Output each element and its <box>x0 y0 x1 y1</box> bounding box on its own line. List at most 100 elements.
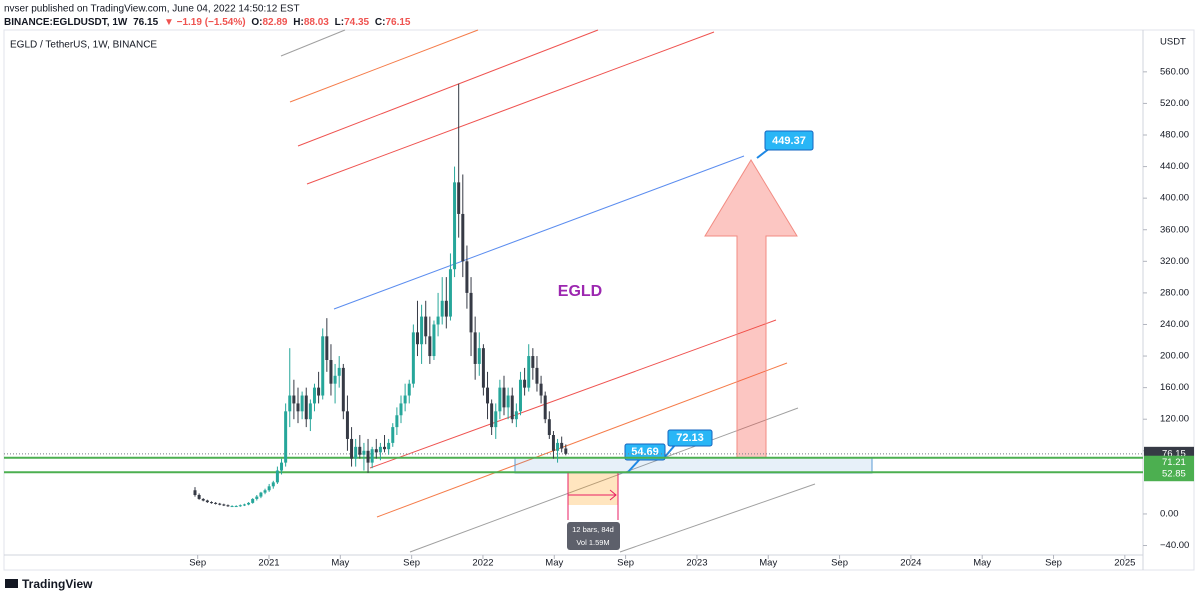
l-label: L: <box>335 17 344 28</box>
candle-body <box>300 395 304 412</box>
candle-body <box>374 449 378 453</box>
x-tick-label: Sep <box>617 558 634 569</box>
callout-pointer <box>663 444 676 459</box>
candle-body <box>193 490 197 495</box>
candle-body <box>341 367 345 412</box>
candle-body <box>333 375 337 384</box>
candle-body <box>436 316 440 325</box>
candle-body <box>551 435 555 451</box>
candle-body <box>510 395 514 420</box>
drawings: 12 bars, 84d Vol 1.59M EGLD 449.37 72.13… <box>280 29 873 553</box>
candle-body <box>560 442 564 449</box>
trend-line <box>409 407 799 553</box>
callout-text: 449.37 <box>772 135 806 147</box>
candle-body <box>440 300 444 317</box>
range-vol: Vol 1.59M <box>576 538 609 547</box>
last: 76.15 <box>133 17 158 28</box>
candle-body <box>457 182 461 214</box>
callout-pointer <box>627 458 641 473</box>
brand: TradingView <box>22 577 93 591</box>
y-tick-label: 0.00 <box>1160 508 1179 519</box>
candle-body <box>387 442 391 450</box>
candle-body <box>411 332 415 384</box>
y-tick-label: 480.00 <box>1160 130 1189 141</box>
y-tick-label: 160.00 <box>1160 382 1189 393</box>
candle-body <box>518 379 522 412</box>
trend-line <box>289 29 479 103</box>
candle-body <box>337 367 341 376</box>
candle-body <box>197 495 201 499</box>
candle-body <box>428 336 432 357</box>
candle-body <box>251 498 255 503</box>
candle-body <box>370 449 374 463</box>
callout <box>667 429 713 447</box>
candle-body <box>304 395 308 420</box>
callout <box>764 130 814 151</box>
candle-body <box>317 387 321 396</box>
candle-body <box>395 415 399 428</box>
candle-body <box>506 395 510 408</box>
candle-body <box>238 505 242 507</box>
candle-body <box>345 411 349 439</box>
candle-body <box>354 446 358 459</box>
candle-body <box>288 395 292 412</box>
x-tick-label: 2025 <box>1114 558 1135 569</box>
candle-body <box>424 316 428 337</box>
level-label: 71.21 <box>1162 457 1186 468</box>
range-label-box <box>567 522 620 550</box>
candle-body <box>209 502 213 504</box>
candle-body <box>255 496 259 499</box>
x-tick-label: 2024 <box>900 558 921 569</box>
candle-body <box>383 446 387 450</box>
pane-border <box>3 29 1195 571</box>
x-tick-label: Sep <box>831 558 848 569</box>
candle-body <box>362 450 366 455</box>
candle-body <box>564 448 568 454</box>
candle-body <box>296 403 300 412</box>
candle-body <box>321 336 325 396</box>
candle-body <box>502 387 506 408</box>
x-tick-label: May <box>973 558 991 569</box>
candle-body <box>481 348 485 388</box>
candle-body <box>247 502 251 505</box>
candle-body <box>308 403 312 420</box>
trend-line <box>333 155 745 310</box>
y-tick-label: 120.00 <box>1160 414 1189 425</box>
trend-line <box>297 29 599 147</box>
candle-body <box>230 506 234 508</box>
candle-body <box>226 505 230 507</box>
o-label: O: <box>251 17 262 28</box>
candle-body <box>259 492 263 497</box>
candle-body <box>378 446 382 453</box>
o: 82.89 <box>262 17 287 28</box>
candle-body <box>292 395 296 404</box>
chart-title: EGLD / TetherUS, 1W, BINANCE <box>10 40 157 51</box>
candle-body <box>312 387 316 404</box>
logo-mark <box>5 579 18 588</box>
candle-body <box>280 462 284 471</box>
zone-box <box>514 457 873 474</box>
level-tag <box>1144 467 1194 482</box>
symbol-line: BINANCE:EGLDUSDT, 1W 76.15 ▼ −1.19 (−1.5… <box>4 17 411 28</box>
x-tick-label: May <box>331 558 349 569</box>
candle-body <box>486 387 490 404</box>
candle-body <box>271 482 275 487</box>
candle-body <box>242 504 246 506</box>
y-tick-label: 440.00 <box>1160 161 1189 172</box>
candle-body <box>539 383 543 396</box>
candle-body <box>222 504 226 506</box>
target-arrow <box>704 159 798 459</box>
candle-body <box>477 348 481 364</box>
y-tick-label: 560.00 <box>1160 66 1189 77</box>
candle-body <box>473 332 477 364</box>
x-tick-label: May <box>545 558 563 569</box>
x-tick-label: Sep <box>403 558 420 569</box>
l: 74.35 <box>344 17 369 28</box>
trend-line <box>619 483 816 553</box>
trend-line <box>306 31 715 185</box>
y-tick-label: 280.00 <box>1160 287 1189 298</box>
y-tick-label: 320.00 <box>1160 256 1189 267</box>
candle-body <box>267 486 271 491</box>
change: ▼ −1.19 (−1.54%) <box>164 17 246 28</box>
candle-body <box>448 269 452 317</box>
